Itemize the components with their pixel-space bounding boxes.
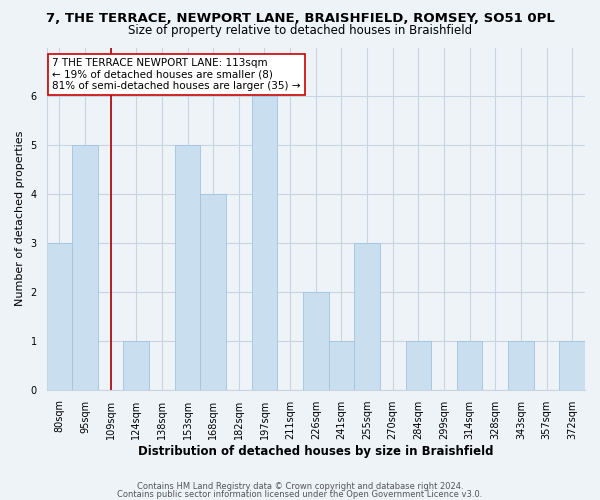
Bar [457,341,482,390]
Y-axis label: Number of detached properties: Number of detached properties [15,131,25,306]
X-axis label: Distribution of detached houses by size in Braishfield: Distribution of detached houses by size … [138,444,494,458]
Bar [124,341,149,390]
Bar [175,146,200,390]
Bar [329,341,354,390]
Bar [354,243,380,390]
Bar [508,341,534,390]
Text: Size of property relative to detached houses in Braishfield: Size of property relative to detached ho… [128,24,472,37]
Bar [47,243,72,390]
Bar [406,341,431,390]
Bar [72,146,98,390]
Bar [251,96,277,390]
Text: Contains HM Land Registry data © Crown copyright and database right 2024.: Contains HM Land Registry data © Crown c… [137,482,463,491]
Text: 7 THE TERRACE NEWPORT LANE: 113sqm
← 19% of detached houses are smaller (8)
81% : 7 THE TERRACE NEWPORT LANE: 113sqm ← 19%… [52,58,301,91]
Text: Contains public sector information licensed under the Open Government Licence v3: Contains public sector information licen… [118,490,482,499]
Bar [200,194,226,390]
Text: 7, THE TERRACE, NEWPORT LANE, BRAISHFIELD, ROMSEY, SO51 0PL: 7, THE TERRACE, NEWPORT LANE, BRAISHFIEL… [46,12,554,26]
Bar [559,341,585,390]
Bar [303,292,329,390]
